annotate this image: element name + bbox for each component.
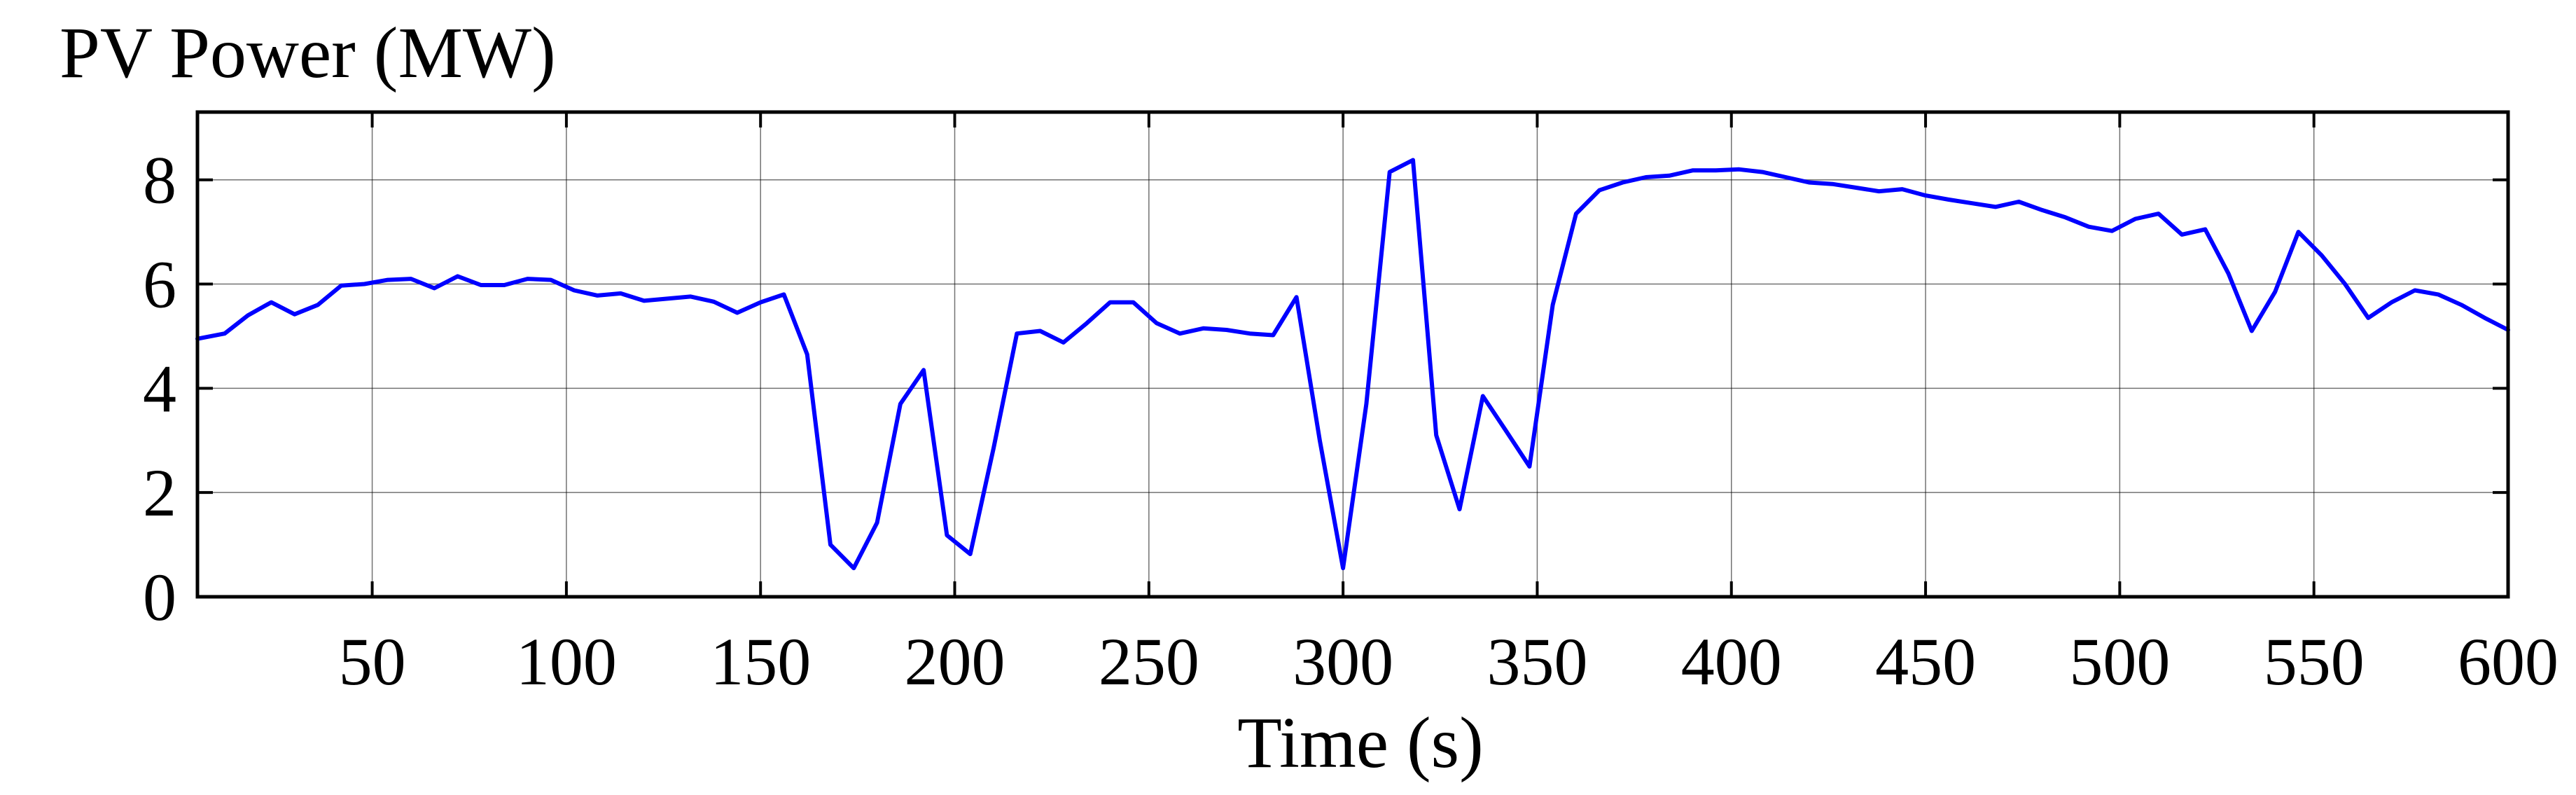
x-tick-label: 100	[516, 624, 617, 699]
x-tick-label: 200	[905, 624, 1005, 699]
x-tick-label: 50	[339, 624, 406, 699]
x-tick-label: 450	[1875, 624, 1976, 699]
x-tick-labels: 50 100 150 200 250 300 350 400 450 500 550 600	[339, 624, 2558, 699]
x-tick-label: 250	[1099, 624, 1199, 699]
y-tick-labels: 0 2 4 6 8	[143, 143, 176, 635]
x-tick-label: 300	[1293, 624, 1393, 699]
plot-frame	[195, 110, 2510, 599]
x-tick-label: 400	[1681, 624, 1782, 699]
y-axis-title: PV Power (MW)	[60, 13, 556, 93]
y-tick-label: 6	[143, 247, 176, 322]
y-tick-label: 8	[143, 143, 176, 218]
x-tick-label: 600	[2458, 624, 2558, 699]
y-tick-label: 2	[143, 455, 176, 530]
series-line-pv-power	[195, 158, 2510, 571]
x-tick-label: 150	[710, 624, 811, 699]
x-tick-label: 500	[2069, 624, 2170, 699]
y-tick-label: 0	[143, 560, 176, 635]
x-axis-title: Time (s)	[1237, 703, 1484, 783]
y-tick-label: 4	[143, 351, 176, 426]
x-tick-label: 550	[2264, 624, 2365, 699]
x-tick-label: 350	[1487, 624, 1587, 699]
